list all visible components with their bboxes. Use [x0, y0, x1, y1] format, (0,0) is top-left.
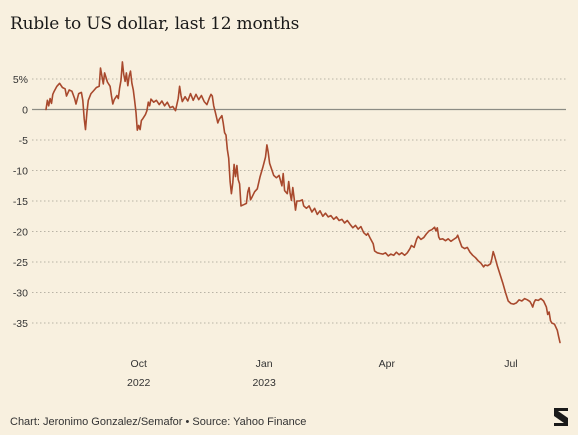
y-tick-label: 5%: [13, 74, 28, 86]
y-tick-label: -30: [13, 288, 28, 300]
y-tick-label: -15: [13, 196, 28, 208]
y-tick-label: -5: [19, 135, 28, 147]
source-note: Chart: Jeronimo Gonzalez/Semafor • Sourc…: [10, 416, 307, 428]
semafor-s-logo-icon: [554, 408, 568, 426]
x-tick-label: Oct: [131, 358, 147, 370]
series-layer: [45, 61, 561, 344]
y-tick-label: -10: [13, 166, 28, 178]
y-tick-label: -20: [13, 227, 28, 239]
x-tick-label: Jan: [256, 358, 273, 370]
x-tick-sublabel: 2023: [252, 377, 276, 389]
x-tick-sublabel: 2022: [127, 377, 151, 389]
grid-lines: [32, 78, 566, 324]
y-tick-label: 0: [22, 105, 28, 117]
chart-title: Ruble to US dollar, last 12 months: [10, 14, 300, 34]
x-tick-label: Apr: [379, 358, 396, 370]
x-tick-label: Jul: [504, 358, 517, 370]
y-tick-label: -35: [13, 318, 28, 330]
y-axis-ticks: 5% 0 -5 -10 -15 -20 -25 -30 -35: [13, 74, 28, 330]
x-axis-ticks: Oct 2022 Jan 2023 Apr Jul: [127, 358, 518, 389]
y-tick-label: -25: [13, 257, 28, 269]
series-line: [45, 61, 561, 344]
